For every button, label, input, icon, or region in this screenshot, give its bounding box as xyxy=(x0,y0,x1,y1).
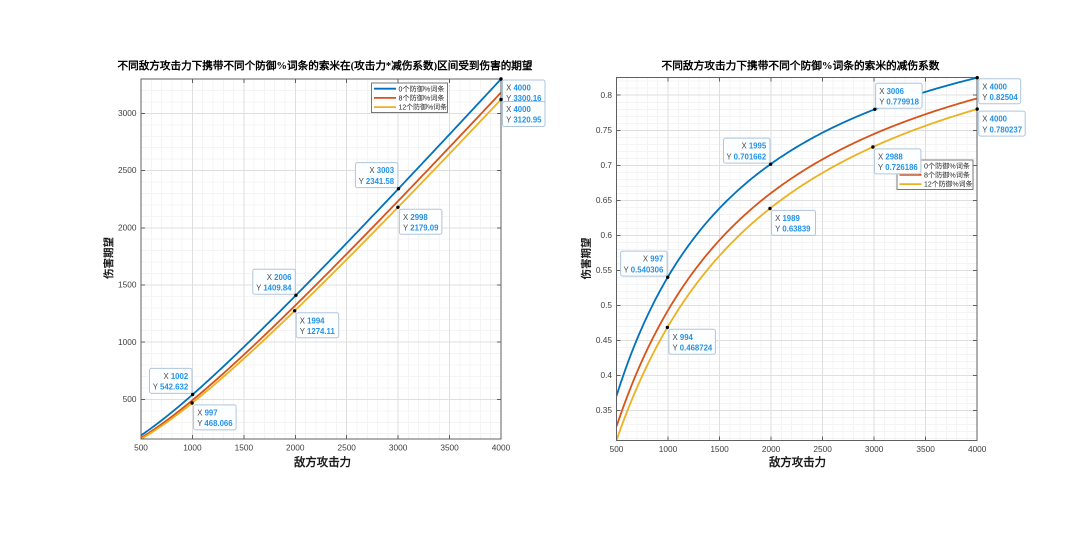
svg-text:Y 468.066: Y 468.066 xyxy=(197,419,233,428)
svg-text:Y 0.468724: Y 0.468724 xyxy=(673,344,713,353)
svg-text:0.8: 0.8 xyxy=(600,90,612,100)
svg-text:X 4000: X 4000 xyxy=(982,82,1007,91)
svg-text:0.45: 0.45 xyxy=(596,335,613,345)
svg-text:500: 500 xyxy=(123,394,137,404)
svg-text:Y 3120.95: Y 3120.95 xyxy=(506,116,542,125)
svg-text:Y 0.701662: Y 0.701662 xyxy=(726,152,766,161)
svg-text:伤害期望: 伤害期望 xyxy=(578,238,594,280)
svg-text:X 3003: X 3003 xyxy=(369,166,394,175)
svg-text:4000: 4000 xyxy=(968,444,987,454)
svg-text:0.55: 0.55 xyxy=(596,265,613,275)
svg-text:Y 3300.16: Y 3300.16 xyxy=(506,94,542,103)
svg-text:X 1002: X 1002 xyxy=(163,372,188,381)
svg-text:8个防御%词条: 8个防御%词条 xyxy=(924,171,971,181)
svg-text:1500: 1500 xyxy=(710,444,729,454)
svg-text:3000: 3000 xyxy=(865,444,884,454)
svg-text:Y 1409.84: Y 1409.84 xyxy=(256,283,292,292)
svg-text:1000: 1000 xyxy=(118,337,137,347)
svg-text:Y 0.540306: Y 0.540306 xyxy=(624,265,664,274)
svg-text:0.7: 0.7 xyxy=(600,160,612,170)
svg-text:敌方攻击力: 敌方攻击力 xyxy=(769,455,826,469)
svg-text:不同敌方攻击力下携带不同个防御%词条的索米在(攻击力*减伤系: 不同敌方攻击力下携带不同个防御%词条的索米在(攻击力*减伤系数)区间受到伤害的期… xyxy=(118,59,533,72)
svg-text:X 2988: X 2988 xyxy=(878,153,903,162)
svg-text:0个防御%词条: 0个防御%词条 xyxy=(924,161,971,171)
svg-text:2500: 2500 xyxy=(813,444,832,454)
svg-text:3500: 3500 xyxy=(440,443,459,453)
svg-text:0.35: 0.35 xyxy=(596,405,613,415)
svg-text:Y 0.779918: Y 0.779918 xyxy=(879,97,919,106)
svg-text:X 4000: X 4000 xyxy=(506,105,531,114)
svg-text:0.75: 0.75 xyxy=(596,125,613,135)
svg-text:0.5: 0.5 xyxy=(600,300,612,310)
svg-text:X 994: X 994 xyxy=(673,333,694,342)
svg-text:Y 0.780237: Y 0.780237 xyxy=(982,125,1022,134)
svg-text:4000: 4000 xyxy=(492,443,511,453)
svg-text:Y 2341.58: Y 2341.58 xyxy=(359,177,395,186)
svg-text:1500: 1500 xyxy=(118,280,137,290)
svg-text:8个防御%词条: 8个防御%词条 xyxy=(399,94,446,104)
svg-text:0个防御%词条: 0个防御%词条 xyxy=(399,84,446,94)
svg-text:Y 2179.09: Y 2179.09 xyxy=(403,223,439,232)
svg-text:500: 500 xyxy=(610,444,624,454)
svg-text:X 1989: X 1989 xyxy=(775,214,800,223)
svg-text:1000: 1000 xyxy=(183,443,202,453)
svg-text:12个防御%词条: 12个防御%词条 xyxy=(924,180,973,190)
svg-text:Y 542.632: Y 542.632 xyxy=(153,383,189,392)
svg-text:3000: 3000 xyxy=(118,108,137,118)
svg-text:2000: 2000 xyxy=(118,222,137,232)
svg-text:不同敌方攻击力下携带不同个防御%词条的索米的减伤系数: 不同敌方攻击力下携带不同个防御%词条的索米的减伤系数 xyxy=(662,59,941,72)
svg-text:2500: 2500 xyxy=(118,165,137,175)
svg-text:X 997: X 997 xyxy=(643,255,663,264)
svg-text:1500: 1500 xyxy=(235,443,254,453)
svg-text:1000: 1000 xyxy=(659,444,678,454)
svg-text:X 3006: X 3006 xyxy=(879,87,904,96)
svg-text:Y 1274.11: Y 1274.11 xyxy=(300,327,336,336)
svg-text:Y 0.63839: Y 0.63839 xyxy=(775,225,811,234)
svg-text:Y 0.82504: Y 0.82504 xyxy=(982,93,1018,102)
svg-text:2000: 2000 xyxy=(762,444,781,454)
svg-text:伤害期望: 伤害期望 xyxy=(101,237,117,279)
svg-text:X 4000: X 4000 xyxy=(982,115,1007,124)
svg-text:X 1994: X 1994 xyxy=(300,316,325,325)
svg-text:Y 0.726186: Y 0.726186 xyxy=(878,163,918,172)
svg-text:X 2998: X 2998 xyxy=(403,213,428,222)
svg-text:X 4000: X 4000 xyxy=(506,84,531,93)
svg-text:2500: 2500 xyxy=(337,443,356,453)
svg-text:3000: 3000 xyxy=(389,443,408,453)
svg-text:0.6: 0.6 xyxy=(600,230,612,240)
svg-text:敌方攻击力: 敌方攻击力 xyxy=(294,455,351,469)
svg-text:X 1995: X 1995 xyxy=(741,142,766,151)
svg-text:X 2006: X 2006 xyxy=(267,273,292,282)
svg-text:12个防御%词条: 12个防御%词条 xyxy=(399,103,448,113)
svg-text:2000: 2000 xyxy=(286,443,305,453)
svg-text:0.65: 0.65 xyxy=(596,195,613,205)
svg-text:500: 500 xyxy=(134,443,148,453)
svg-text:0.4: 0.4 xyxy=(600,370,612,380)
svg-text:X 997: X 997 xyxy=(197,409,217,418)
svg-text:3500: 3500 xyxy=(916,444,935,454)
